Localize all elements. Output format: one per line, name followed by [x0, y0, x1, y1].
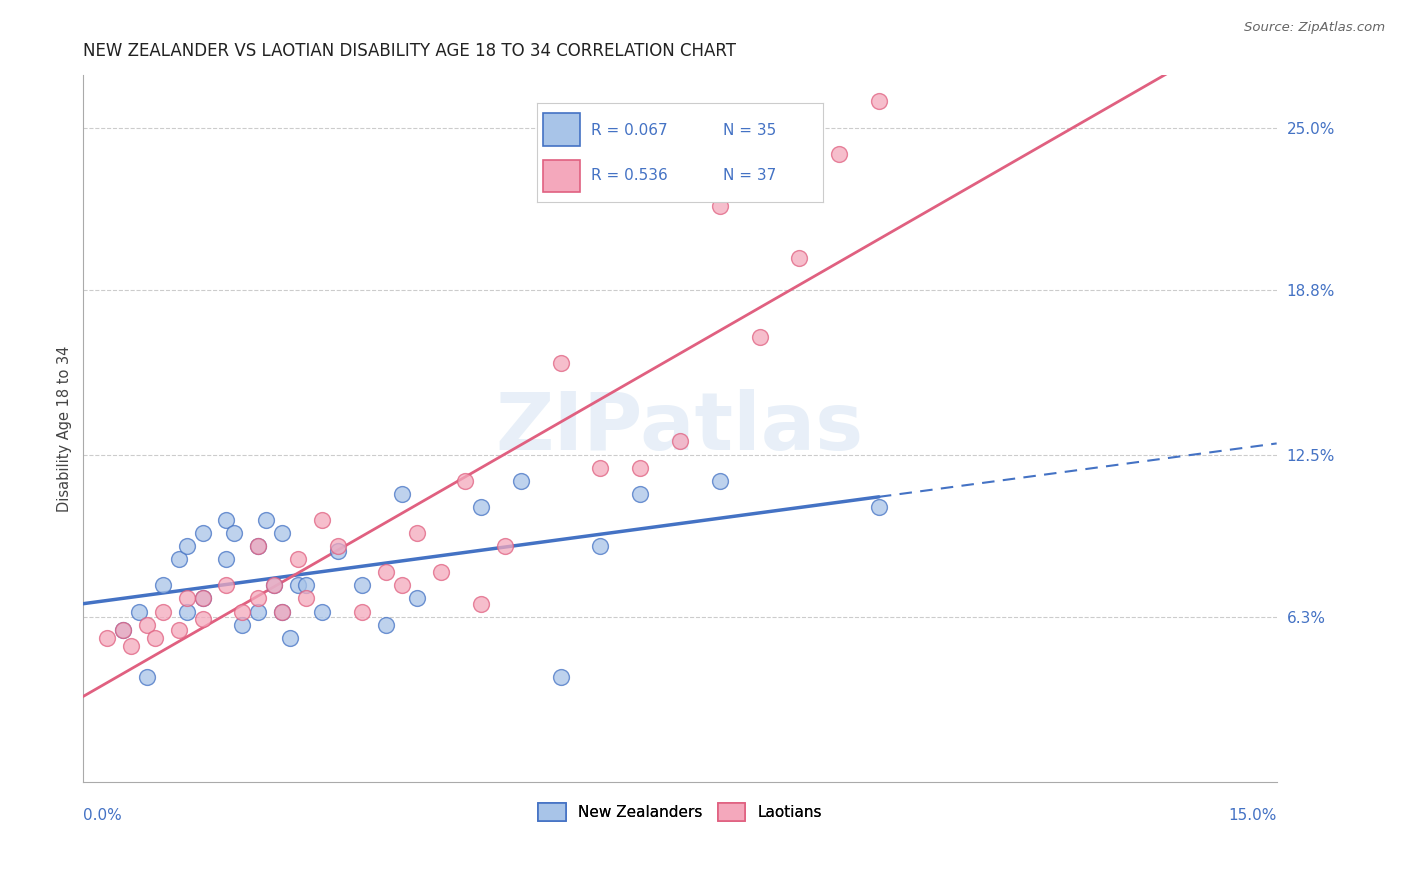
- Point: [136, 670, 159, 684]
- Point: [589, 460, 612, 475]
- Point: [96, 631, 118, 645]
- Point: [215, 552, 238, 566]
- Point: [311, 513, 333, 527]
- Point: [868, 95, 890, 109]
- Point: [350, 605, 373, 619]
- Text: 0.0%: 0.0%: [83, 808, 122, 823]
- Point: [828, 146, 851, 161]
- Point: [152, 605, 174, 619]
- Point: [143, 631, 166, 645]
- Point: [326, 539, 349, 553]
- Point: [789, 252, 811, 266]
- Point: [589, 539, 612, 553]
- Point: [254, 513, 277, 527]
- Point: [176, 605, 198, 619]
- Point: [454, 474, 477, 488]
- Point: [136, 617, 159, 632]
- Y-axis label: Disability Age 18 to 34: Disability Age 18 to 34: [58, 345, 72, 512]
- Point: [470, 500, 492, 514]
- Point: [311, 605, 333, 619]
- Point: [120, 639, 142, 653]
- Point: [271, 605, 294, 619]
- Point: [231, 605, 253, 619]
- Point: [247, 591, 270, 606]
- Point: [350, 578, 373, 592]
- Legend: New Zealanders, Laotians: New Zealanders, Laotians: [531, 797, 828, 827]
- Point: [112, 623, 135, 637]
- Point: [748, 330, 770, 344]
- Point: [152, 578, 174, 592]
- Point: [176, 591, 198, 606]
- Point: [271, 526, 294, 541]
- Point: [709, 199, 731, 213]
- Point: [247, 539, 270, 553]
- Point: [391, 487, 413, 501]
- Point: [271, 605, 294, 619]
- Text: ZIPatlas: ZIPatlas: [496, 390, 865, 467]
- Point: [167, 552, 190, 566]
- Point: [247, 539, 270, 553]
- Point: [494, 539, 516, 553]
- Point: [470, 597, 492, 611]
- Point: [224, 526, 246, 541]
- Point: [868, 500, 890, 514]
- Point: [231, 617, 253, 632]
- Point: [287, 552, 309, 566]
- Point: [669, 434, 692, 449]
- Point: [295, 578, 318, 592]
- Point: [628, 460, 651, 475]
- Point: [391, 578, 413, 592]
- Point: [374, 617, 396, 632]
- Point: [406, 526, 429, 541]
- Point: [263, 578, 285, 592]
- Point: [406, 591, 429, 606]
- Point: [176, 539, 198, 553]
- Point: [167, 623, 190, 637]
- Point: [191, 591, 214, 606]
- Point: [287, 578, 309, 592]
- Point: [191, 591, 214, 606]
- Text: 15.0%: 15.0%: [1229, 808, 1277, 823]
- Point: [128, 605, 150, 619]
- Point: [550, 356, 572, 370]
- Point: [709, 474, 731, 488]
- Point: [295, 591, 318, 606]
- Point: [215, 513, 238, 527]
- Point: [191, 526, 214, 541]
- Point: [263, 578, 285, 592]
- Point: [326, 544, 349, 558]
- Point: [550, 670, 572, 684]
- Text: NEW ZEALANDER VS LAOTIAN DISABILITY AGE 18 TO 34 CORRELATION CHART: NEW ZEALANDER VS LAOTIAN DISABILITY AGE …: [83, 42, 737, 60]
- Point: [247, 605, 270, 619]
- Point: [112, 623, 135, 637]
- Point: [191, 612, 214, 626]
- Point: [628, 487, 651, 501]
- Point: [278, 631, 301, 645]
- Point: [215, 578, 238, 592]
- Point: [509, 474, 531, 488]
- Text: Source: ZipAtlas.com: Source: ZipAtlas.com: [1244, 21, 1385, 34]
- Point: [430, 566, 453, 580]
- Point: [374, 566, 396, 580]
